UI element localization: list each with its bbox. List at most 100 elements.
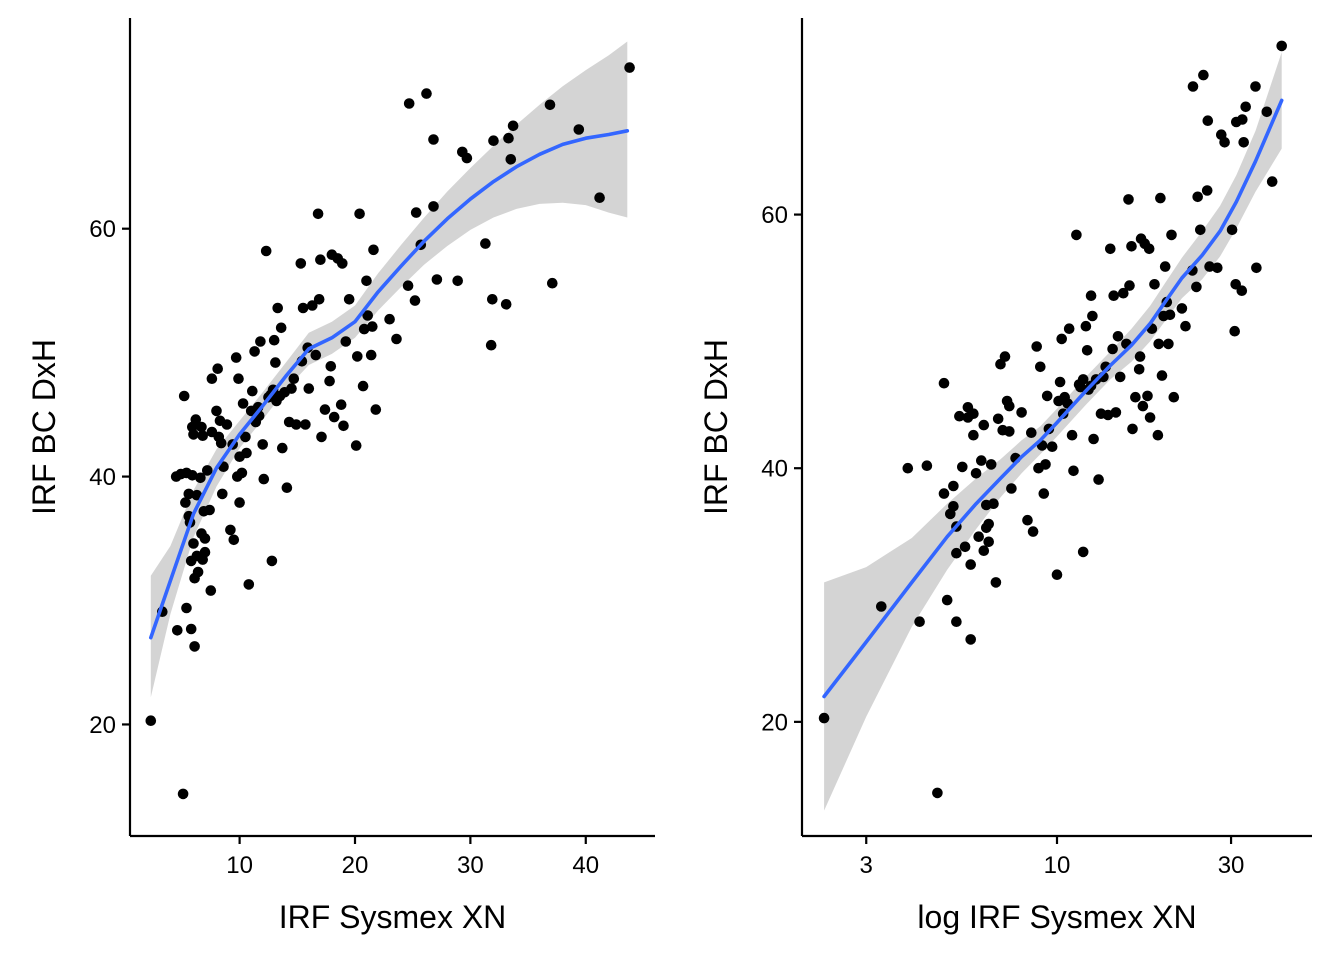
data-point <box>507 120 519 132</box>
x-tick-label: 10 <box>1044 852 1071 879</box>
data-point <box>368 244 379 256</box>
data-point <box>921 460 933 472</box>
data-point <box>990 577 1002 588</box>
data-point <box>391 333 402 345</box>
data-point <box>192 566 204 578</box>
data-point <box>370 404 382 415</box>
y-tick-label: 20 <box>89 712 116 739</box>
data-point <box>876 601 887 612</box>
data-point <box>1041 390 1053 402</box>
data-point <box>195 472 206 484</box>
data-point <box>335 399 347 411</box>
data-point <box>178 390 190 402</box>
data-point <box>228 534 240 546</box>
data-point <box>1142 390 1153 402</box>
data-point <box>1237 114 1248 125</box>
data-point <box>358 323 370 335</box>
data-point <box>281 482 293 494</box>
data-point <box>976 455 987 466</box>
data-point <box>1026 427 1037 439</box>
data-point <box>1031 341 1042 352</box>
data-point <box>547 277 558 289</box>
data-point <box>1046 441 1058 453</box>
data-point <box>338 420 349 432</box>
data-point <box>951 616 962 627</box>
data-point <box>1112 331 1124 342</box>
data-point <box>181 602 192 614</box>
data-point <box>352 351 363 362</box>
data-point <box>343 294 355 305</box>
x-tick-label: 30 <box>1218 852 1245 879</box>
data-point <box>1159 261 1171 272</box>
data-point <box>1040 459 1051 470</box>
data-point <box>500 299 512 310</box>
data-point <box>313 294 325 305</box>
data-point <box>1201 185 1213 196</box>
data-point <box>215 437 227 449</box>
x-tick-label: 3 <box>860 852 873 879</box>
data-point <box>954 410 965 422</box>
data-point <box>260 245 272 257</box>
data-point <box>1195 224 1206 236</box>
data-point <box>316 431 327 443</box>
data-point <box>1266 176 1278 187</box>
data-point <box>978 419 990 431</box>
data-point <box>1107 343 1118 355</box>
data-point <box>196 421 207 433</box>
data-point <box>177 788 189 800</box>
data-point <box>978 545 990 556</box>
y-tick-label: 20 <box>761 709 788 736</box>
data-point <box>234 497 245 508</box>
data-point <box>300 419 311 430</box>
data-point <box>965 559 976 570</box>
data-point <box>188 538 199 549</box>
data-point <box>290 419 302 430</box>
data-point <box>312 208 324 220</box>
data-point <box>938 488 950 499</box>
data-point <box>237 398 249 409</box>
data-point <box>1137 400 1149 412</box>
data-point <box>243 579 255 590</box>
data-point <box>185 623 197 635</box>
data-point <box>461 152 473 164</box>
x-tick-label: 10 <box>226 852 253 879</box>
data-point <box>199 546 211 558</box>
data-point <box>1081 345 1093 356</box>
data-point <box>361 275 372 287</box>
data-point <box>431 274 443 285</box>
data-point <box>1236 285 1248 297</box>
data-point <box>902 462 914 474</box>
data-point <box>257 439 269 450</box>
data-point <box>328 411 340 423</box>
data-point <box>428 201 439 212</box>
data-point <box>1022 514 1033 526</box>
data-point <box>973 531 984 542</box>
y-tick-label: 60 <box>89 216 116 243</box>
data-point <box>1063 323 1075 335</box>
data-point <box>970 468 982 479</box>
data-point <box>1035 361 1046 373</box>
data-point <box>1163 338 1174 350</box>
data-point <box>145 715 157 726</box>
data-point <box>288 373 300 385</box>
data-point <box>225 524 236 536</box>
data-point <box>1153 338 1164 350</box>
data-point <box>230 352 242 363</box>
right-scatter-panel: 3 10 30 20 40 60 log IRF Sysmex XN IRF BC DxH <box>698 18 1312 935</box>
data-point <box>1108 290 1119 302</box>
data-point <box>1164 309 1176 321</box>
data-point <box>1071 229 1082 241</box>
data-point <box>1133 364 1145 375</box>
data-point <box>1016 407 1027 418</box>
data-point <box>932 787 943 799</box>
data-point <box>258 473 270 485</box>
data-point <box>409 295 421 306</box>
x-tick-label: 40 <box>572 852 599 879</box>
loess-fit-line <box>149 129 630 640</box>
data-point <box>205 585 217 596</box>
data-point <box>968 408 979 420</box>
data-point <box>241 447 252 459</box>
data-point <box>1124 280 1135 291</box>
data-point <box>410 207 422 218</box>
